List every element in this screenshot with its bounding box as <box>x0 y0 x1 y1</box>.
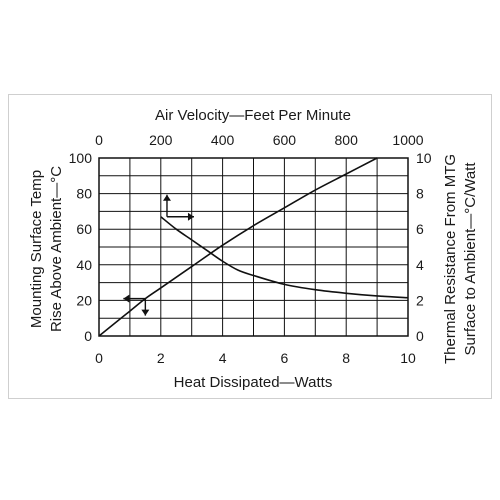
arrow-head <box>141 309 150 316</box>
x-top-tick-label: 1000 <box>392 132 423 148</box>
y-left-axis-title: Mounting Surface Temp Rise Above Ambient… <box>28 166 65 332</box>
tick-layer: 0 2 4 6 8 100 200 400 600 800 10000204060801000246… <box>69 132 432 366</box>
x-top-axis-title: Air Velocity—Feet Per Minute <box>155 107 351 124</box>
x-bottom-tick-label: 4 <box>219 350 227 366</box>
y-left-axis-title-line2: Rise Above Ambient—°C <box>48 166 65 332</box>
series-thermal-resistance-line <box>160 216 409 299</box>
y-right-axis-title: Thermal Resistance From MTG Surface to A… <box>442 154 479 364</box>
y-right-tick-label: 10 <box>416 150 432 166</box>
series-temp-rise-line <box>98 157 378 337</box>
x-bottom-axis-title: Heat Dissipated—Watts <box>174 374 333 391</box>
arrow-to-bottom-axis <box>141 298 150 316</box>
x-top-tick-label: 600 <box>273 132 297 148</box>
arrow-to-right-axis <box>166 212 194 221</box>
x-bottom-tick-label: 0 <box>95 350 103 366</box>
y-right-axis-title-line1: Thermal Resistance From MTG <box>442 154 459 364</box>
x-top-tick-label: 800 <box>335 132 359 148</box>
arrow-layer <box>123 194 194 316</box>
y-left-tick-label: 0 <box>84 328 92 344</box>
series-layer <box>98 157 409 337</box>
y-left-tick-label: 80 <box>76 186 92 202</box>
y-left-tick-label: 100 <box>69 150 93 166</box>
x-bottom-tick-label: 2 <box>157 350 165 366</box>
y-right-tick-label: 8 <box>416 186 424 202</box>
y-right-tick-label: 6 <box>416 221 424 237</box>
arrow-to-top-axis <box>162 194 171 217</box>
y-right-tick-label: 4 <box>416 257 424 273</box>
grid <box>99 158 408 336</box>
y-left-tick-label: 20 <box>76 292 92 308</box>
arrow-head <box>187 212 194 221</box>
y-right-axis-title-line2: Surface to Ambient—°C/Watt <box>462 162 479 356</box>
x-top-tick-label: 0 <box>95 132 103 148</box>
y-right-tick-label: 0 <box>416 328 424 344</box>
x-top-tick-label: 400 <box>211 132 235 148</box>
plot-frame <box>98 157 409 337</box>
y-left-tick-label: 60 <box>76 221 92 237</box>
arrow-to-left-axis <box>123 294 146 303</box>
x-bottom-tick-label: 8 <box>342 350 350 366</box>
arrow-head <box>162 194 171 201</box>
arrow-head <box>123 294 130 303</box>
x-bottom-tick-label: 10 <box>400 350 416 366</box>
y-left-axis-title-line1: Mounting Surface Temp <box>28 170 45 328</box>
x-top-tick-label: 200 <box>149 132 173 148</box>
y-left-tick-label: 40 <box>76 257 92 273</box>
x-bottom-tick-label: 6 <box>281 350 289 366</box>
y-right-tick-label: 2 <box>416 292 424 308</box>
